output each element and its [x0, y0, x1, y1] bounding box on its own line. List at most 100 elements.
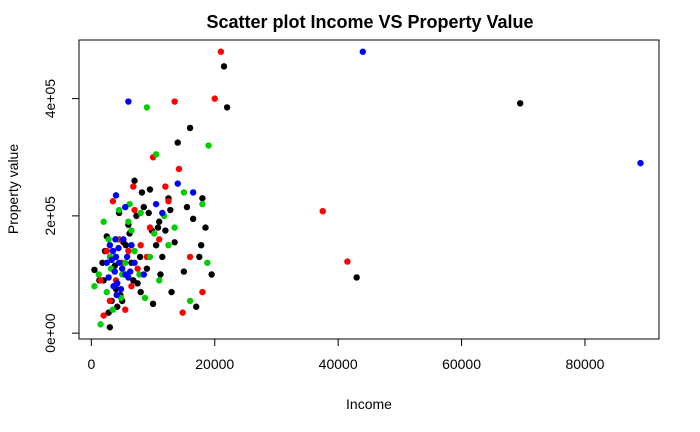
- data-point-red: [125, 247, 132, 255]
- data-point-black: [197, 241, 205, 249]
- data-point-black: [149, 300, 157, 308]
- data-point-blue: [110, 283, 117, 290]
- data-point-green: [115, 206, 123, 214]
- y-tick-label: 2e+05: [42, 196, 58, 236]
- data-point-red: [97, 277, 104, 284]
- data-point-black: [199, 195, 206, 202]
- data-point-green: [103, 288, 110, 296]
- data-point-green: [146, 253, 154, 261]
- data-point-black: [183, 203, 191, 211]
- data-point-blue: [118, 265, 126, 272]
- data-point-red: [128, 283, 135, 290]
- data-point-red: [156, 236, 163, 243]
- data-point-red: [109, 198, 117, 205]
- data-point-blue: [127, 268, 134, 275]
- data-point-red: [319, 207, 326, 215]
- data-point-blue: [113, 291, 120, 299]
- data-point-black: [138, 189, 146, 196]
- data-point-blue: [122, 203, 129, 211]
- data-point-red: [130, 183, 137, 190]
- data-point-red: [186, 253, 194, 261]
- data-point-black: [208, 271, 215, 278]
- y-axis: 0e+00 2e+05 4e+05: [42, 79, 80, 353]
- data-point-blue: [125, 274, 132, 281]
- data-point-black: [154, 224, 162, 231]
- data-point-black: [131, 177, 138, 184]
- data-point-black: [168, 288, 175, 296]
- data-point-blue: [131, 259, 138, 266]
- data-point-black: [193, 303, 200, 310]
- data-point-green: [97, 321, 104, 328]
- data-point-blue: [109, 247, 117, 255]
- data-point-black: [156, 218, 163, 225]
- data-point-red: [211, 95, 218, 102]
- x-tick-label: 0: [87, 356, 95, 372]
- x-tick-label: 40000: [319, 356, 358, 372]
- data-point-red: [122, 306, 129, 313]
- data-point-blue: [106, 241, 114, 249]
- data-point-black: [145, 209, 152, 217]
- data-point-black: [162, 227, 169, 234]
- data-point-red: [217, 48, 225, 55]
- data-point-green: [186, 297, 194, 305]
- data-point-red: [134, 265, 141, 272]
- data-point-black: [180, 268, 188, 275]
- data-point-blue: [111, 268, 118, 275]
- data-point-red: [175, 165, 183, 173]
- y-tick-label: 4e+05: [42, 79, 58, 119]
- chart-title: Scatter plot Income VS Property Value: [206, 12, 533, 32]
- y-axis-label: Property value: [5, 144, 21, 234]
- data-point-black: [122, 241, 130, 249]
- data-point-blue: [120, 236, 127, 243]
- x-tick-label: 80000: [565, 356, 604, 372]
- data-point-green: [125, 218, 132, 225]
- data-point-green: [205, 142, 212, 149]
- data-point-black: [146, 186, 154, 193]
- data-point-green: [128, 227, 135, 234]
- data-point-red: [103, 247, 110, 255]
- data-point-green: [151, 230, 158, 237]
- data-point-blue: [115, 259, 123, 266]
- data-point-green: [122, 259, 129, 266]
- data-point-red: [162, 183, 169, 190]
- data-point-black: [202, 224, 209, 231]
- data-point-black: [157, 271, 164, 278]
- data-point-black: [353, 274, 360, 281]
- data-point-black: [171, 239, 178, 246]
- data-point-green: [165, 241, 172, 249]
- data-point-blue: [174, 180, 181, 187]
- data-point-blue: [103, 259, 110, 266]
- data-point-black: [91, 266, 98, 274]
- data-point-blue: [105, 274, 112, 281]
- data-point-black: [223, 104, 231, 111]
- data-point-black: [136, 253, 144, 261]
- data-points: [91, 48, 644, 331]
- data-point-green: [91, 283, 98, 290]
- data-point-blue: [189, 189, 197, 196]
- data-point-red: [171, 98, 178, 105]
- data-point-blue: [112, 192, 120, 199]
- data-point-red: [100, 312, 107, 319]
- data-point-black: [516, 100, 524, 107]
- x-tick-label: 20000: [195, 356, 234, 372]
- data-point-red: [165, 198, 172, 205]
- data-point-blue: [117, 285, 125, 293]
- data-point-green: [141, 294, 149, 302]
- x-axis-label: Income: [346, 396, 392, 412]
- data-point-green: [100, 218, 107, 225]
- data-point-black: [140, 203, 147, 211]
- data-point-green: [143, 104, 151, 111]
- data-point-green: [152, 151, 160, 158]
- data-point-blue: [637, 159, 644, 167]
- data-point-blue: [108, 256, 115, 264]
- data-point-green: [109, 306, 117, 313]
- data-point-blue: [115, 244, 122, 252]
- data-point-black: [137, 288, 144, 296]
- x-tick-label: 60000: [442, 356, 481, 372]
- data-point-black: [186, 124, 194, 132]
- data-point-blue: [112, 236, 119, 243]
- data-point-black: [143, 265, 151, 272]
- data-point-blue: [128, 241, 135, 249]
- data-point-green: [204, 259, 211, 266]
